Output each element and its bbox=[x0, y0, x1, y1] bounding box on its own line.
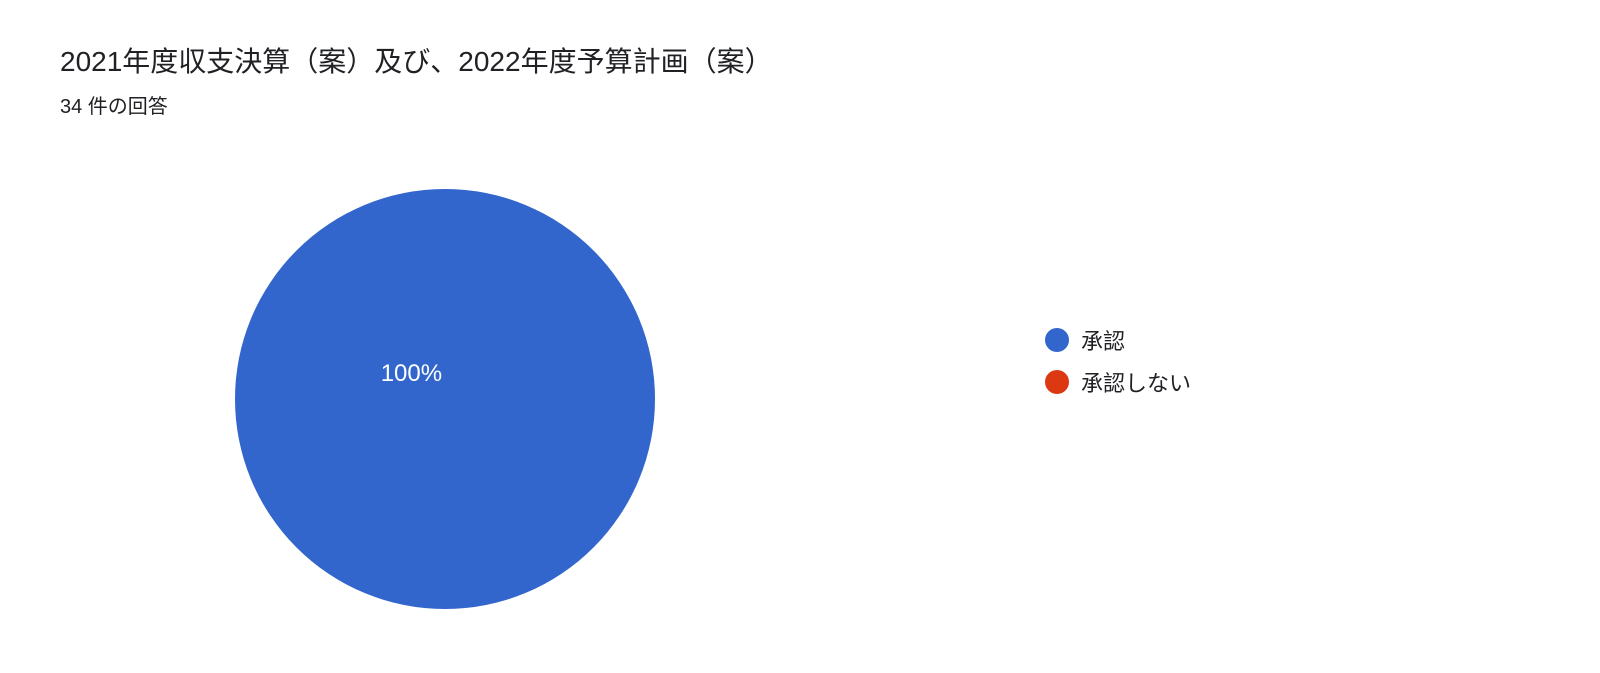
legend-item-approve[interactable]: 承認 bbox=[1045, 324, 1191, 356]
response-count: 34 件の回答 bbox=[60, 90, 1540, 119]
legend-label-approve: 承認 bbox=[1081, 324, 1125, 356]
chart-container: 2021年度収支決算（案）及び、2022年度予算計画（案） 34 件の回答 10… bbox=[0, 0, 1600, 673]
pie-percent-label: 100% bbox=[381, 360, 442, 388]
legend-item-not-approve[interactable]: 承認しない bbox=[1045, 366, 1191, 398]
legend-marker-not-approve bbox=[1045, 370, 1069, 394]
pie-wrapper: 100% bbox=[60, 149, 830, 649]
legend-label-not-approve: 承認しない bbox=[1081, 366, 1191, 398]
pie-slice-approve[interactable] bbox=[235, 189, 655, 609]
legend: 承認 承認しない bbox=[1045, 324, 1191, 408]
legend-marker-approve bbox=[1045, 328, 1069, 352]
pie-chart: 100% bbox=[235, 189, 655, 609]
chart-title: 2021年度収支決算（案）及び、2022年度予算計画（案） bbox=[60, 40, 1540, 80]
chart-area: 100% 承認 承認しない bbox=[60, 149, 1540, 649]
